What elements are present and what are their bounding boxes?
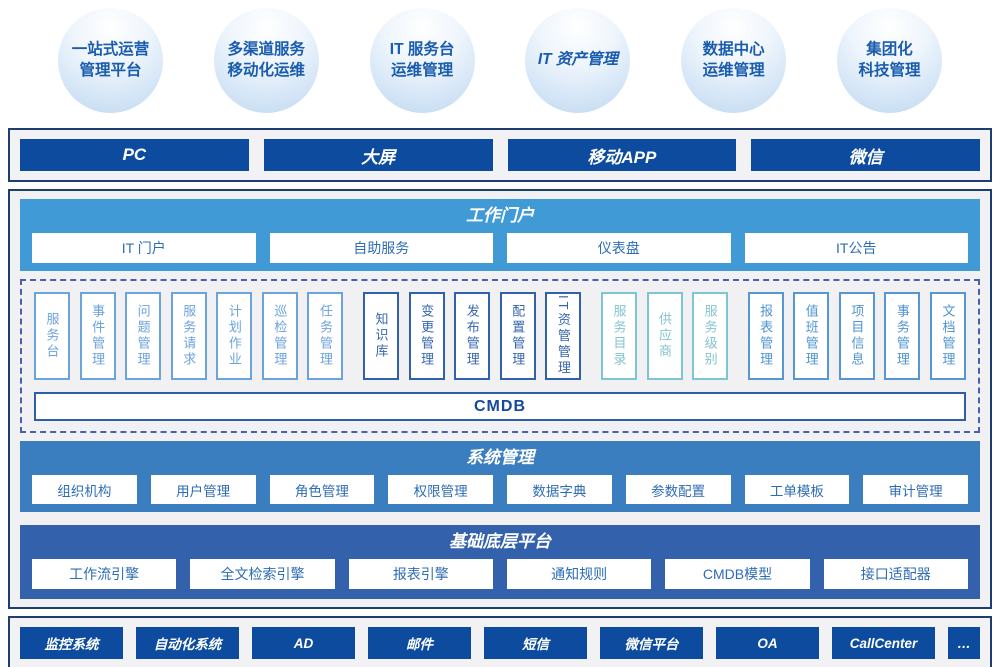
module-affair-mgmt: 事务管理 <box>884 292 921 380</box>
portal-item-it-announcement: IT公告 <box>744 233 968 263</box>
module-incident-mgmt: 事件管理 <box>79 292 116 380</box>
module-project-info: 项目信息 <box>838 292 875 380</box>
channel-pc: PC <box>20 139 249 171</box>
capability-label: IT 服务台 <box>389 40 455 58</box>
module-inspection-mgmt: 巡检管理 <box>261 292 298 380</box>
platform-item-workflow-engine: 工作流引擎 <box>32 559 177 589</box>
integration-more-ellipsis: … <box>948 627 980 659</box>
capability-label: 集团化 <box>866 40 913 58</box>
integration-email: 邮件 <box>368 627 471 659</box>
module-it-asset-mgmt: IT资管管理 <box>545 292 582 380</box>
integration-callcenter: CallCenter <box>832 627 935 659</box>
capability-bubble-group-tech: 集团化 科技管理 <box>836 8 942 113</box>
platform-item-cmdb-model: CMDB模型 <box>665 559 810 589</box>
module-service-level: 服务级别 <box>692 292 729 380</box>
capability-label: 运维管理 <box>702 61 765 79</box>
module-task-mgmt: 任务管理 <box>307 292 344 380</box>
module-config-mgmt: 配置管理 <box>499 292 536 380</box>
platform-item-notification-rules: 通知规则 <box>506 559 652 589</box>
system-item-permission-mgmt: 权限管理 <box>388 475 493 504</box>
work-portal-items: IT 门户 自助服务 仪表盘 IT公告 <box>32 233 968 263</box>
module-change-mgmt: 变更管理 <box>408 292 445 380</box>
system-management-band: 系统管理 组织机构 用户管理 角色管理 权限管理 数据字典 参数配置 工单模板 … <box>20 441 980 512</box>
integration-sms: 短信 <box>484 627 587 659</box>
integration-automation-system: 自动化系统 <box>136 627 239 659</box>
system-item-ticket-template: 工单模板 <box>744 475 850 504</box>
capability-label: 管理平台 <box>79 61 142 79</box>
module-release-mgmt: 发布管理 <box>454 292 491 380</box>
integrations-bar: 监控系统 自动化系统 AD 邮件 短信 微信平台 OA CallCenter … <box>8 616 992 667</box>
integration-oa: OA <box>716 627 819 659</box>
capability-label: 数据中心 <box>702 40 765 58</box>
module-report-mgmt: 报表管理 <box>747 292 784 380</box>
module-scheduled-jobs: 计划作业 <box>216 292 253 380</box>
system-item-parameter-config: 参数配置 <box>625 475 731 504</box>
base-platform-title: 基础底层平台 <box>449 532 551 551</box>
base-platform-items: 工作流引擎 全文检索引擎 报表引擎 通知规则 CMDB模型 接口适配器 <box>32 559 968 589</box>
integration-wechat-platform: 微信平台 <box>600 627 703 659</box>
capability-label: 一站式运营 <box>71 40 150 58</box>
capability-bubble-service-desk: IT 服务台 运维管理 <box>369 8 475 113</box>
integration-monitoring-system: 监控系统 <box>20 627 123 659</box>
module-service-catalog: 服务目录 <box>600 292 637 380</box>
capability-label: 移动化运维 <box>227 61 306 79</box>
cmdb-bar: CMDB <box>34 392 966 421</box>
portal-item-dashboard: 仪表盘 <box>507 233 731 263</box>
module-problem-mgmt: 问题管理 <box>125 292 162 380</box>
capability-bubble-it-asset: IT 资产管理 <box>525 8 631 113</box>
platform-item-interface-adapter: 接口适配器 <box>823 559 968 589</box>
module-document-mgmt: 文档管理 <box>929 292 966 380</box>
module-columns: 服务台 事件管理 问题管理 服务请求 计划作业 巡检管理 任务管理 知识库 变更… <box>34 292 966 380</box>
system-management-items: 组织机构 用户管理 角色管理 权限管理 数据字典 参数配置 工单模板 审计管理 <box>32 475 968 504</box>
system-item-data-dictionary: 数据字典 <box>507 475 612 504</box>
system-item-org-structure: 组织机构 <box>32 475 137 504</box>
system-management-title: 系统管理 <box>466 448 534 467</box>
platform-item-fulltext-search-engine: 全文检索引擎 <box>190 559 335 589</box>
system-item-user-mgmt: 用户管理 <box>150 475 256 504</box>
work-portal-band: 工作门户 IT 门户 自助服务 仪表盘 IT公告 <box>20 199 980 271</box>
integration-ad: AD <box>252 627 355 659</box>
module-supplier: 供应商 <box>646 292 683 380</box>
capability-label: 多渠道服务 <box>227 40 306 58</box>
capability-label: 科技管理 <box>858 61 921 79</box>
system-item-audit-mgmt: 审计管理 <box>863 475 968 504</box>
module-service-desk: 服务台 <box>34 292 70 380</box>
module-service-request: 服务请求 <box>170 292 207 380</box>
channel-mobile-app: 移动APP <box>507 139 737 171</box>
capability-bubbles-row: 一站式运营 管理平台 多渠道服务 移动化运维 IT 服务台 运维管理 IT 资产… <box>58 8 942 114</box>
channel-big-screen: 大屏 <box>263 139 493 171</box>
platform-item-report-engine: 报表引擎 <box>348 559 493 589</box>
capability-bubble-datacenter: 数据中心 运维管理 <box>681 8 787 113</box>
portal-item-self-service: 自助服务 <box>269 233 493 263</box>
system-item-role-mgmt: 角色管理 <box>269 475 375 504</box>
channels-bar: PC 大屏 移动APP 微信 <box>8 128 992 182</box>
capability-label: IT 资产管理 <box>537 51 618 69</box>
capability-label: 运维管理 <box>391 61 454 79</box>
module-knowledge-base: 知识库 <box>363 292 400 380</box>
architecture-panel: 工作门户 IT 门户 自助服务 仪表盘 IT公告 服务台 事件管理 问题管理 服… <box>8 189 992 609</box>
work-portal-title: 工作门户 <box>466 206 534 225</box>
base-platform-band: 基础底层平台 工作流引擎 全文检索引擎 报表引擎 通知规则 CMDB模型 接口适… <box>20 525 980 599</box>
capability-bubble-multichannel: 多渠道服务 移动化运维 <box>213 8 319 113</box>
module-duty-mgmt: 值班管理 <box>793 292 830 380</box>
portal-item-it-portal: IT 门户 <box>32 233 256 263</box>
capability-bubble-one-stop-ops: 一站式运营 管理平台 <box>58 8 163 113</box>
channel-wechat: 微信 <box>751 139 980 171</box>
modules-panel: 服务台 事件管理 问题管理 服务请求 计划作业 巡检管理 任务管理 知识库 变更… <box>20 279 980 433</box>
